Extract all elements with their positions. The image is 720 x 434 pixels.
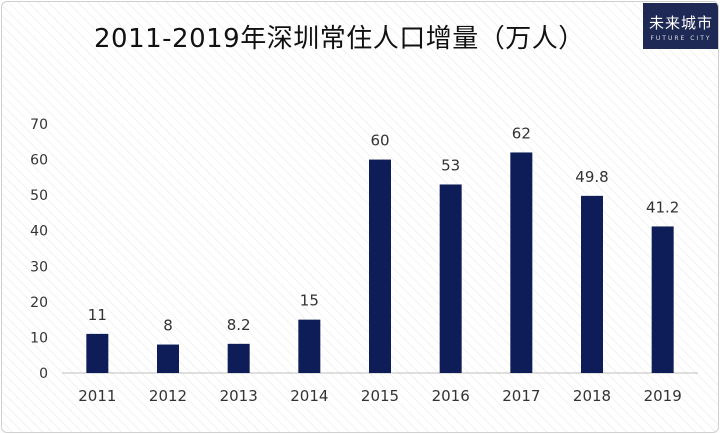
bar [510,152,533,373]
data-label: 8.2 [227,316,251,334]
x-tick-label: 2016 [432,387,470,405]
bar [369,159,391,373]
data-label: 60 [370,132,389,150]
x-tick-label: 2011 [78,387,116,405]
y-tick-label: 60 [30,153,48,169]
logo-subtext: FUTURE CITY [650,35,712,42]
data-label: 49.8 [575,168,608,186]
y-tick-label: 0 [39,366,48,382]
x-tick-label: 2017 [502,387,540,405]
y-tick-label: 50 [30,188,48,204]
bar [439,184,462,373]
data-label: 15 [300,292,319,310]
data-label: 62 [512,124,531,142]
bar [298,319,321,373]
data-label: 41.2 [646,198,679,216]
x-tick-label: 2012 [149,387,187,405]
bar [227,343,250,373]
y-tick-label: 10 [30,330,48,346]
data-label: 53 [441,156,460,174]
y-tick-label: 70 [30,117,48,133]
logo-text: 未来城市 [648,14,713,32]
brand-logo: 未来城市 FUTURE CITY [643,3,718,49]
bar [651,226,674,373]
x-tick-label: 2018 [573,387,611,405]
x-tick-label: 2015 [361,387,399,405]
bar [581,195,603,373]
y-tick-label: 30 [30,259,48,275]
data-label: 8 [163,317,173,335]
x-tick-label: 2019 [644,387,682,405]
data-label: 11 [88,306,107,324]
bar [157,344,179,373]
chart-title: 2011-2019年深圳常住人口增量（万人） [94,24,585,54]
x-tick-label: 2014 [290,387,328,405]
y-tick-label: 20 [30,295,48,311]
x-tick-label: 2013 [220,387,258,405]
y-tick-label: 40 [30,224,48,240]
bar [86,333,109,373]
